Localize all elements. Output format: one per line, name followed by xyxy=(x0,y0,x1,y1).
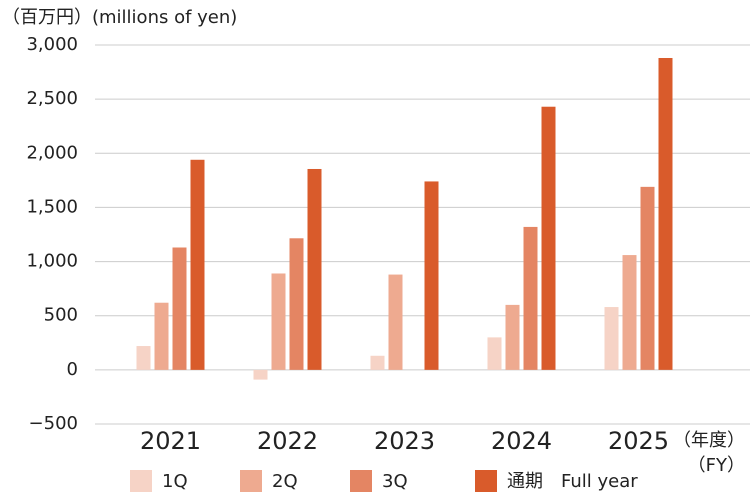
bar xyxy=(388,274,403,370)
y-tick-label: 2,500 xyxy=(26,88,78,109)
x-unit: （FY） xyxy=(688,455,745,476)
x-tick-label: 2023 xyxy=(374,427,435,455)
bar xyxy=(523,226,538,370)
legend-label: 1Q xyxy=(162,471,188,492)
x-unit: （年度） xyxy=(673,430,745,451)
bar xyxy=(271,273,286,370)
bar xyxy=(154,302,169,370)
legend-swatch xyxy=(130,470,152,492)
legend-label: 3Q xyxy=(382,471,408,492)
y-tick-label: 2,000 xyxy=(26,142,78,163)
y-tick-label: 3,000 xyxy=(26,34,78,55)
bar xyxy=(370,355,385,370)
bar xyxy=(604,307,619,370)
y-tick-label: −500 xyxy=(29,413,78,434)
y-tick-label: 0 xyxy=(67,359,78,380)
bar xyxy=(289,238,304,370)
legend-swatch xyxy=(240,470,262,492)
chart-title: （百万円）(millions of yen) xyxy=(2,7,237,28)
legend-label: 2Q xyxy=(272,471,298,492)
bar xyxy=(658,57,673,370)
y-tick-label: 1,000 xyxy=(26,251,78,272)
bar xyxy=(541,106,556,370)
x-tick-label: 2024 xyxy=(491,427,552,455)
y-tick-label: 500 xyxy=(44,305,78,326)
bar xyxy=(307,168,322,370)
legend-label: 通期 Full year xyxy=(507,471,638,492)
x-tick-label: 2022 xyxy=(257,427,318,455)
legend-swatch xyxy=(475,470,497,492)
x-tick-label: 2021 xyxy=(140,427,201,455)
bar xyxy=(136,346,151,370)
bar xyxy=(505,304,520,370)
legend-swatch xyxy=(350,470,372,492)
bar xyxy=(253,369,268,380)
y-tick-label: 1,500 xyxy=(26,196,78,217)
bar xyxy=(640,186,655,370)
bar xyxy=(172,247,187,370)
bar xyxy=(424,181,439,370)
bar xyxy=(190,159,205,370)
x-tick-label: 2025 xyxy=(608,427,669,455)
bar xyxy=(622,255,637,370)
bar xyxy=(487,337,502,370)
